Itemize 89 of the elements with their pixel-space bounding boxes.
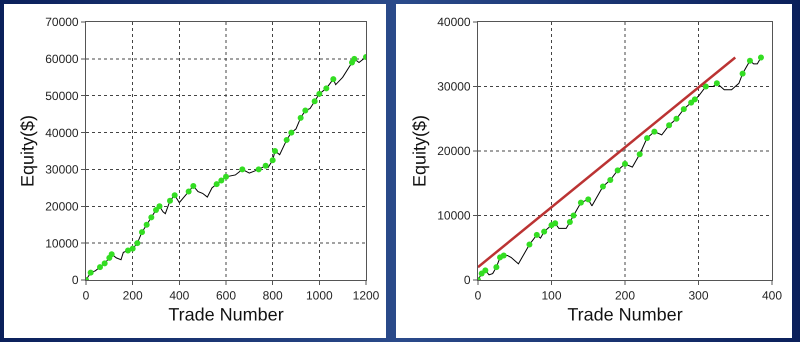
point	[284, 136, 290, 143]
x-tick-label: 600	[216, 288, 236, 302]
x-tick-label: 1000	[306, 288, 333, 302]
point	[125, 248, 131, 254]
point	[740, 70, 746, 77]
point	[526, 242, 532, 248]
point	[134, 240, 140, 246]
point	[714, 80, 720, 86]
point	[223, 174, 229, 180]
point	[130, 246, 136, 252]
point	[758, 54, 764, 60]
point	[566, 218, 573, 225]
x-tick-label: 0	[82, 288, 90, 302]
point	[148, 214, 154, 220]
point	[167, 198, 173, 204]
point	[585, 196, 592, 202]
point	[493, 264, 500, 270]
point	[186, 188, 192, 195]
x-tick-label: 200	[614, 288, 636, 302]
point	[312, 98, 318, 104]
point	[172, 192, 178, 198]
y-tick-label: 30000	[437, 80, 471, 94]
point	[298, 114, 304, 121]
point	[482, 267, 488, 274]
point	[746, 58, 753, 64]
point	[288, 130, 294, 136]
point	[272, 148, 278, 154]
x-tick-label: 200	[122, 288, 143, 302]
y-axis-title: Equity($)	[409, 114, 430, 188]
y-tick-label: 70000	[45, 15, 79, 30]
y-tick-label: 40000	[437, 15, 471, 30]
y-tick-label: 30000	[45, 162, 79, 177]
point	[666, 122, 672, 128]
point	[541, 228, 548, 235]
point	[692, 96, 698, 102]
point	[351, 56, 358, 62]
point	[108, 251, 115, 258]
point	[153, 206, 159, 213]
point	[97, 264, 103, 270]
x-axis-title: Trade Number	[168, 304, 284, 324]
point	[673, 116, 680, 122]
y-tick-label: 10000	[45, 236, 79, 250]
point	[330, 76, 336, 82]
y-axis-title: Equity($)	[17, 114, 38, 188]
point	[636, 151, 643, 158]
point	[622, 160, 628, 167]
point	[144, 222, 150, 228]
point	[702, 84, 709, 90]
point	[607, 177, 614, 184]
point	[218, 177, 224, 184]
point	[323, 85, 330, 92]
y-tick-label: 40000	[45, 126, 79, 140]
x-axis-title: Trade Number	[567, 304, 683, 324]
point	[262, 162, 269, 169]
x-tick-label: 800	[262, 288, 283, 302]
y-tick-label: 10000	[437, 208, 471, 223]
y-tick-label: 0	[464, 273, 471, 288]
point	[239, 166, 246, 172]
point	[88, 270, 94, 276]
y-tick-label: 60000	[45, 52, 79, 66]
x-tick-label: 400	[762, 288, 782, 302]
y-tick-label: 0	[72, 273, 79, 288]
point	[214, 181, 220, 188]
point	[500, 252, 507, 258]
point	[102, 260, 108, 266]
point	[600, 183, 606, 190]
point	[680, 106, 687, 112]
point	[534, 232, 540, 238]
point	[614, 167, 621, 174]
y-tick-label: 20000	[437, 144, 471, 158]
point	[139, 229, 145, 236]
y-tick-label: 50000	[45, 88, 79, 103]
point	[302, 107, 308, 114]
x-tick-label: 300	[688, 288, 709, 302]
x-tick-label: 0	[474, 288, 482, 302]
point	[190, 183, 196, 190]
point	[156, 203, 162, 210]
point	[578, 200, 584, 206]
point	[552, 220, 558, 226]
y-tick-label: 20000	[45, 199, 79, 214]
point	[570, 212, 577, 218]
point	[270, 157, 276, 164]
point	[316, 90, 322, 97]
point	[256, 166, 262, 172]
point	[644, 135, 650, 142]
point	[651, 128, 658, 135]
x-tick-label: 400	[169, 288, 190, 302]
x-tick-label: 1200	[352, 288, 380, 302]
x-tick-label: 100	[541, 288, 562, 302]
